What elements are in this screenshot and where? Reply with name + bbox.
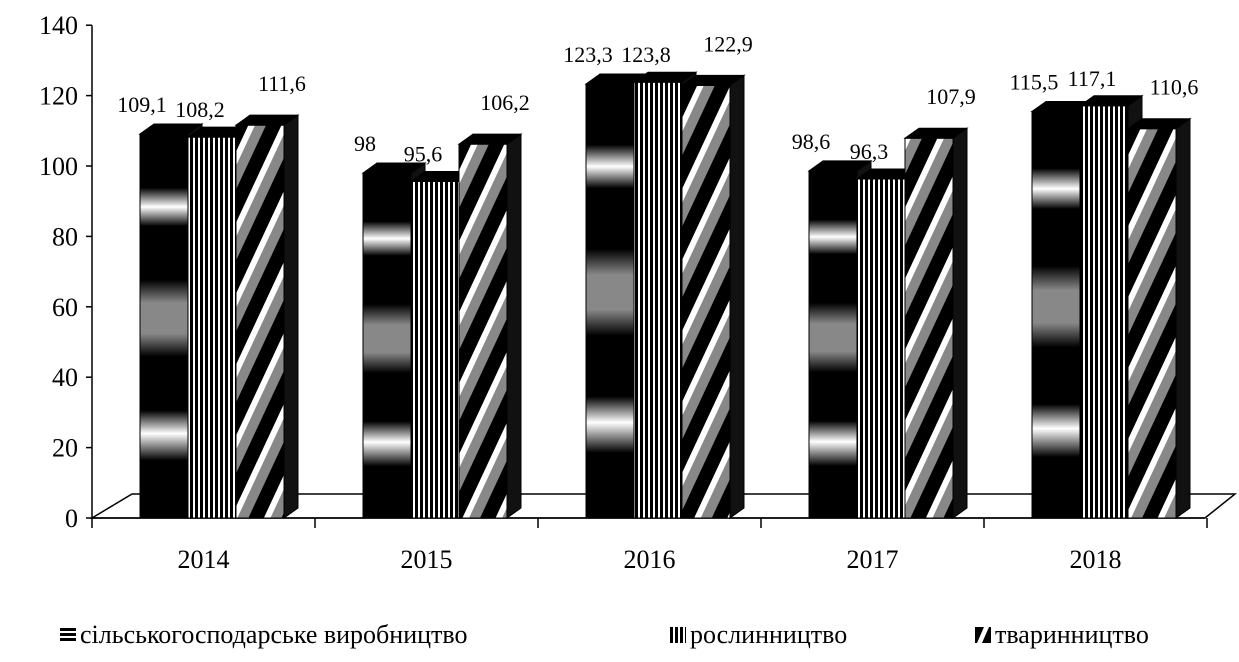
bar-side [1175,117,1191,519]
bar-front [856,178,906,519]
bar-front [633,81,683,519]
legend-swatch-livestock [975,627,991,643]
legend-label-livestock: тваринництво [995,620,1149,649]
bar-front [139,133,189,519]
data-label: 115,5 [1010,69,1059,94]
data-label: 123,3 [563,42,613,67]
bar-livestock [457,133,523,519]
y-tick-label: 40 [52,363,78,392]
data-label: 98,6 [792,129,831,154]
bar-front [362,172,412,519]
legend-item-agriculture: сільськогосподарське виробництво [60,620,468,650]
x-tick-label: 2014 [178,545,230,574]
data-label: 96,3 [850,139,889,164]
x-tick-label: 2015 [401,545,453,574]
data-label: 111,6 [258,71,306,96]
data-label: 95,6 [404,141,443,166]
bar-front [904,137,954,519]
bar-livestock [903,127,969,519]
legend-item-livestock: тваринництво [975,620,1149,650]
y-tick-label: 100 [39,152,78,181]
bar-livestock [680,74,746,519]
x-tick-label: 2016 [624,545,676,574]
chart: 0 20 40 60 80 100 120 140 2014 2015 2016 2017 2018 1… [39,11,1238,574]
bar-front [235,124,285,519]
legend: сільськогосподарське виробництво рослинн… [0,612,1239,656]
legend-swatch-crop [670,627,686,643]
bar-front [1127,128,1177,519]
bars-layer [138,71,1192,519]
value-axis: 0 20 40 60 80 100 120 140 2014 2015 2016 2017 2018 [39,11,1208,574]
legend-item-crop: рослинництво [670,620,847,650]
x-tick-label: 2018 [1070,545,1122,574]
data-label: 98 [354,131,376,156]
y-tick-label: 80 [52,222,78,251]
legend-swatch-agriculture [60,628,76,641]
bar-side [952,127,968,519]
x-tick-label: 2017 [847,545,899,574]
bar-front [808,170,858,519]
data-label: 106,2 [480,90,530,115]
bar-livestock [1126,117,1192,519]
data-labels-layer: 109,1 108,2 111,6 98 95,6 106,2 123,3 123,8 122,… [117,31,1198,166]
bar-livestock [234,114,300,519]
data-label: 108,2 [175,97,225,122]
data-label: 117,1 [1068,66,1117,91]
y-tick-label: 20 [52,434,78,463]
data-label: 122,9 [703,31,753,56]
bar-front [458,143,508,519]
legend-label-crop: рослинництво [690,620,848,649]
bar-side [506,133,522,519]
legend-label-agriculture: сільськогосподарське виробництво [80,620,468,649]
data-label: 110,6 [1150,75,1199,100]
bar-front [410,180,460,519]
data-label: 109,1 [117,92,167,117]
y-tick-label: 120 [39,82,78,111]
bar-front [585,83,635,519]
y-tick-label: 140 [39,11,78,40]
data-label: 107,9 [926,84,976,109]
bar-side [283,114,299,519]
data-label: 123,8 [621,42,671,67]
y-tick-label: 60 [52,293,78,322]
bar-front [681,84,731,519]
bar-side [729,74,745,519]
bar-front [1079,105,1129,519]
bar-front [187,136,237,519]
bar-front [1031,110,1081,519]
y-tick-label: 0 [65,504,78,533]
